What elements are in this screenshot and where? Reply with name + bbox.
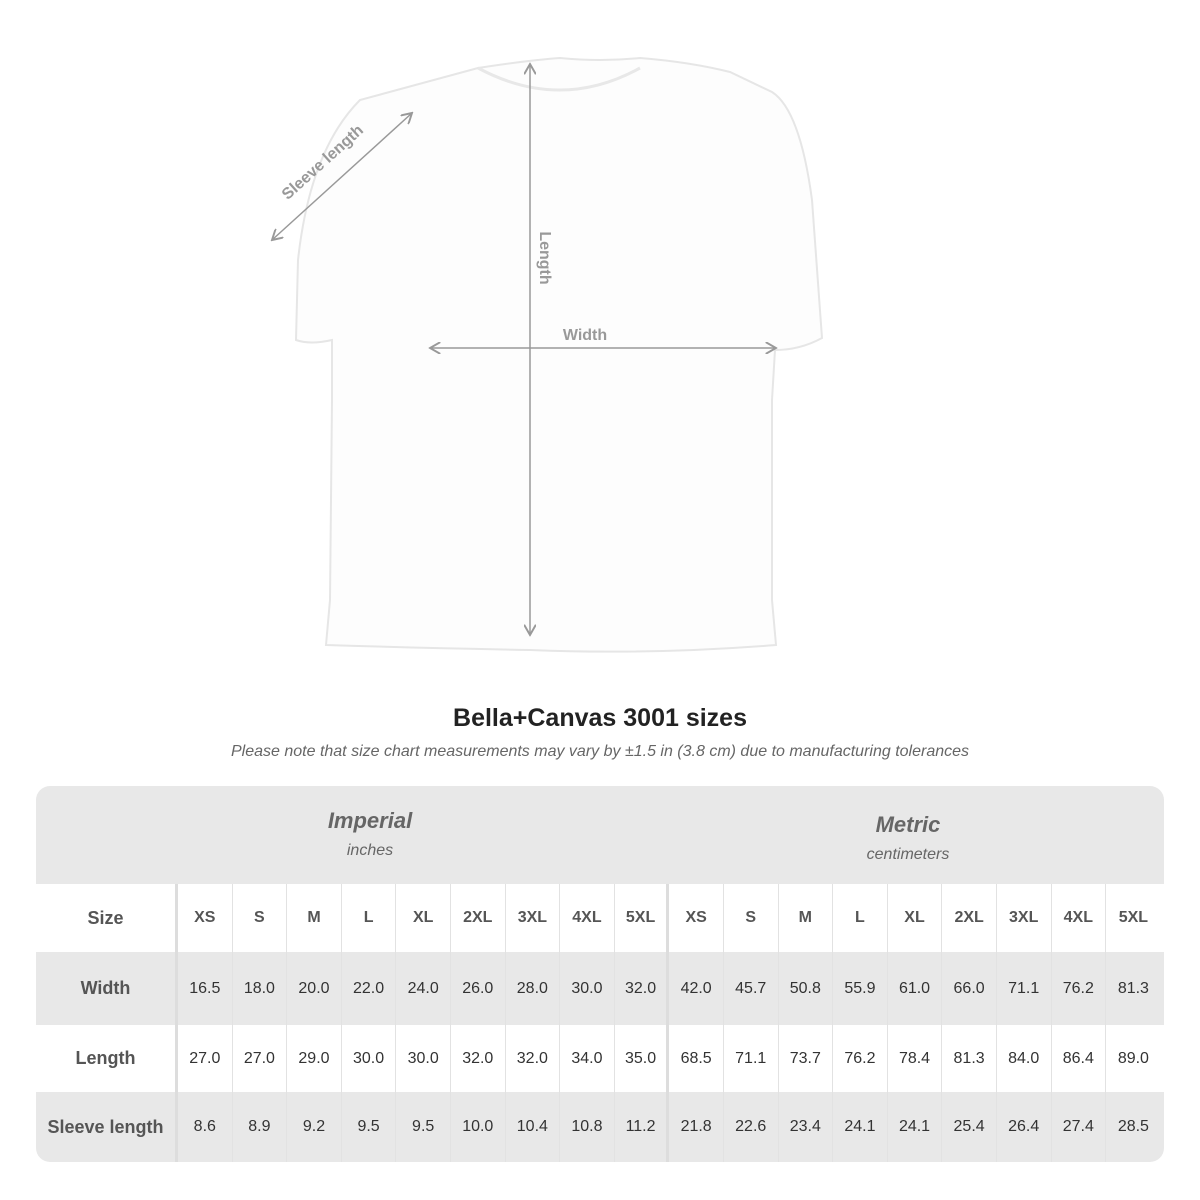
table-row: Size XS S M L XL 2XL 3XL 4XL 5XL XS S M L XL 2XL 3XL 4XL 5… [36,884,1164,952]
imperial-value-cell: 32.0 [451,1025,506,1092]
imperial-value-cell: 29.0 [287,1025,342,1092]
size-header-cell: S [724,884,779,952]
metric-value-cell: 21.8 [669,1092,724,1162]
imperial-value-cell: 24.0 [396,952,451,1025]
metric-value-cell: 76.2 [1052,952,1107,1025]
imperial-value-cell: 30.0 [560,952,615,1025]
row-label: Width [36,952,178,1025]
imperial-unit: inches [346,842,394,859]
metric-value-cell: 22.6 [724,1092,779,1162]
size-table: Imperial inches Metric centimeters Size X… [36,786,1164,1162]
metric-value-cell: 78.4 [888,1025,943,1092]
metric-value-cell: 26.4 [997,1092,1052,1162]
imperial-value-cell: 26.0 [451,952,506,1025]
metric-value-cell: 50.8 [779,952,834,1025]
size-header-cell: XS [178,884,233,952]
metric-value-cell: 71.1 [997,952,1052,1025]
metric-value-cell: 81.3 [942,1025,997,1092]
size-header-cell: 3XL [997,884,1052,952]
row-label: Length [36,1025,178,1092]
metric-value-cell: 68.5 [669,1025,724,1092]
imperial-value-cell: 32.0 [506,1025,561,1092]
imperial-value-cell: 10.0 [451,1092,506,1162]
size-header-cell: 4XL [1052,884,1107,952]
imperial-title: Imperial [327,808,413,833]
metric-value-cell: 55.9 [833,952,888,1025]
size-header-cell: 2XL [942,884,997,952]
row-label: Sleeve length [36,1092,178,1162]
table-row: Sleeve length 8.6 8.9 9.2 9.5 9.5 10.0 10.4 10.8… [36,1092,1164,1162]
tshirt-diagram: Sleeve length Length Width [0,56,824,653]
metric-value-cell: 61.0 [888,952,943,1025]
metric-value-cell: 24.1 [888,1092,943,1162]
table-row: Length 27.0 27.0 29.0 30.0 30.0 32.0 32.0 34.0 35… [36,1025,1164,1092]
tshirt-image [294,56,824,653]
metric-value-cell: 73.7 [779,1025,834,1092]
size-header-cell: 4XL [560,884,615,952]
row-label: Size [36,884,178,952]
metric-value-cell: 84.0 [997,1025,1052,1092]
size-header-cell: XL [888,884,943,952]
metric-value-cell: 76.2 [833,1025,888,1092]
metric-value-cell: 81.3 [1117,979,1149,997]
metric-value-cell: 89.0 [1117,1049,1149,1067]
metric-title: Metric [875,812,941,837]
imperial-value-cell: 27.0 [178,1025,233,1092]
imperial-value-cell: 22.0 [342,952,397,1025]
imperial-group: Imperial inches [180,808,560,860]
imperial-value-cell: 30.0 [342,1025,397,1092]
imperial-value-cell: 9.2 [287,1092,342,1162]
metric-value-cell: 24.1 [833,1092,888,1162]
imperial-value-cell: 8.6 [178,1092,233,1162]
tolerance-note: Please note that size chart measurements… [230,743,970,760]
table-row: Width 16.5 18.0 20.0 22.0 24.0 26.0 28.0 30.0 32.… [36,952,1164,1025]
size-header-cell: M [779,884,834,952]
imperial-value-cell: 10.4 [506,1092,561,1162]
imperial-value-cell: 11.2 [615,1092,670,1162]
chart-title: Bella+Canvas 3001 sizes [453,704,747,732]
metric-value-cell: 45.7 [724,952,779,1025]
metric-value-cell: 28.5 [1117,1118,1149,1135]
size-header-cell: S [233,884,288,952]
metric-group: Metric centimeters [672,812,1144,864]
table-header-band: Imperial inches Metric centimeters [36,786,1164,884]
imperial-value-cell: 9.5 [342,1092,397,1162]
size-header-cell: 2XL [451,884,506,952]
imperial-value-cell: 9.5 [396,1092,451,1162]
size-header-cell: L [342,884,397,952]
metric-value-cell: 42.0 [669,952,724,1025]
metric-value-cell: 25.4 [942,1092,997,1162]
imperial-value-cell: 20.0 [287,952,342,1025]
imperial-value-cell: 27.0 [233,1025,288,1092]
size-header-cell: 5XL [615,884,670,952]
size-header-cell: M [287,884,342,952]
size-header-cell: XL [396,884,451,952]
imperial-value-cell: 28.0 [506,952,561,1025]
imperial-value-cell: 35.0 [615,1025,670,1092]
size-header-cell: 3XL [506,884,561,952]
imperial-value-cell: 18.0 [233,952,288,1025]
size-header-cell: 5XL [1118,909,1149,926]
width-label: Width [563,327,607,344]
size-header-cell: XS [669,884,724,952]
imperial-value-cell: 10.8 [560,1092,615,1162]
size-header-cell: L [833,884,888,952]
metric-value-cell: 27.4 [1052,1092,1107,1162]
imperial-value-cell: 34.0 [560,1025,615,1092]
imperial-value-cell: 30.0 [396,1025,451,1092]
length-label: Length [536,231,553,284]
metric-value-cell: 23.4 [779,1092,834,1162]
imperial-value-cell: 16.5 [178,952,233,1025]
imperial-value-cell: 8.9 [233,1092,288,1162]
metric-value-cell: 86.4 [1052,1025,1107,1092]
metric-value-cell: 71.1 [724,1025,779,1092]
metric-unit: centimeters [866,846,950,863]
imperial-value-cell: 32.0 [615,952,670,1025]
metric-value-cell: 66.0 [942,952,997,1025]
